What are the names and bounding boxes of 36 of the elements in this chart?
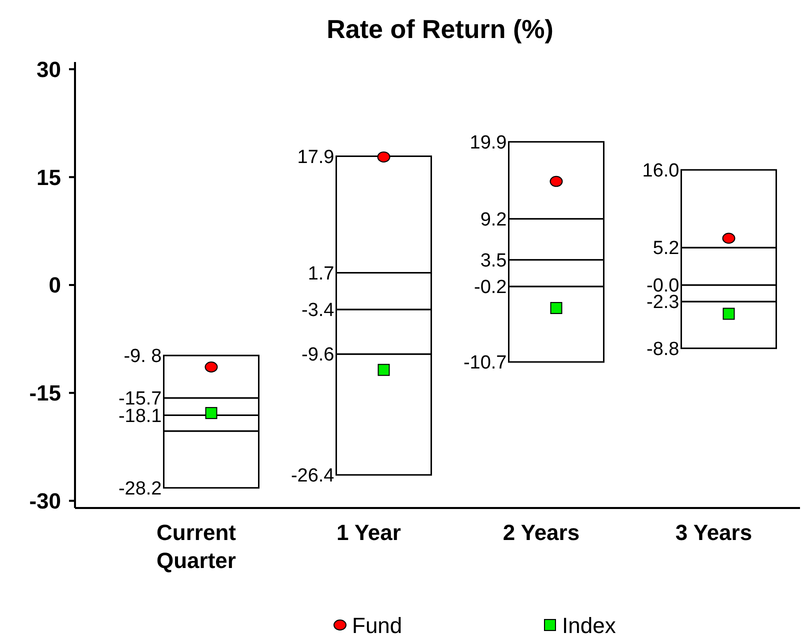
x-tick-label: 2 Years [502, 520, 580, 545]
annotation: -0.2 [474, 277, 507, 298]
annotation: -10.7 [463, 352, 507, 374]
annotation: 9.2 [480, 209, 507, 230]
annotation: 5.2 [652, 238, 680, 260]
point [378, 364, 390, 376]
annotation: -9.6 [302, 344, 334, 366]
annotation: -26.4 [290, 466, 335, 487]
y-tick-label: -15 [29, 380, 61, 406]
annotation: -28.2 [118, 478, 162, 500]
point [377, 151, 390, 162]
y-tick-label: 15 [36, 164, 61, 190]
point [550, 302, 562, 314]
point [550, 176, 563, 187]
annotation: 17.9 [297, 146, 334, 168]
annotation: -3.4 [302, 300, 335, 322]
point [722, 232, 736, 244]
legend-label: Index [562, 613, 616, 638]
annotation: -2.3 [646, 292, 680, 314]
annotation: 3.5 [480, 250, 507, 272]
annotation: -8.8 [646, 338, 680, 360]
annotation: 19.9 [470, 132, 507, 154]
y-tick-label: -30 [29, 488, 61, 514]
annotation: -9. 8 [124, 346, 162, 368]
point [205, 407, 218, 420]
y-tick-label: 0 [48, 272, 61, 298]
point [722, 308, 735, 320]
chart-title: Rate of Return (%) [326, 14, 554, 44]
y-tick-label: 30 [36, 56, 61, 82]
point [204, 362, 218, 373]
annotation: 1.7 [308, 263, 334, 284]
x-tick-label: 3 Years [675, 520, 752, 545]
legend-label: Fund [352, 613, 402, 638]
annotation: 16.0 [642, 160, 680, 182]
x-tick-label: Current Quarter [156, 520, 237, 573]
x-tick-label: 1 Year [336, 520, 402, 545]
